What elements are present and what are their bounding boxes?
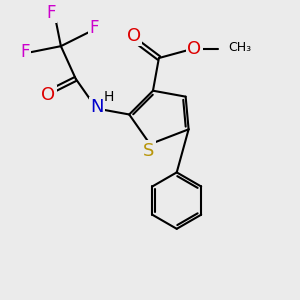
Text: CH₃: CH₃: [229, 41, 252, 54]
Text: S: S: [143, 142, 154, 160]
Text: F: F: [46, 4, 56, 22]
Text: H: H: [104, 90, 114, 104]
Text: F: F: [20, 43, 30, 61]
Text: O: O: [188, 40, 202, 58]
Text: F: F: [89, 19, 99, 37]
Text: O: O: [41, 86, 56, 104]
Text: N: N: [90, 98, 104, 116]
Text: O: O: [127, 27, 141, 45]
